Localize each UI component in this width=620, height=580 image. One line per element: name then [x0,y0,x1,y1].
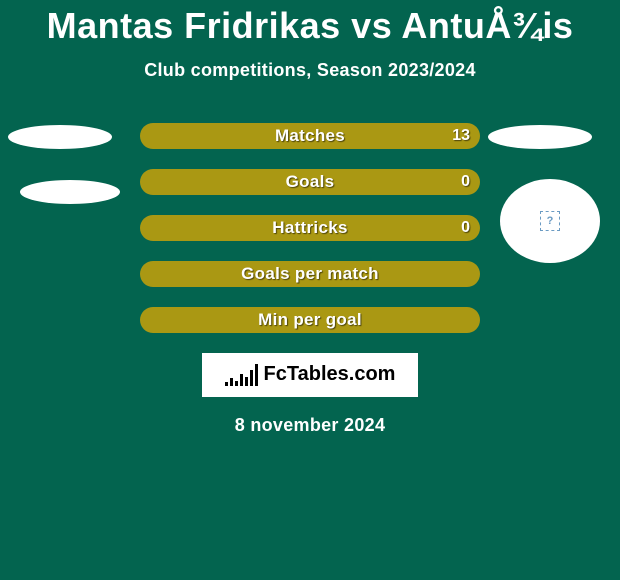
content-area: ? Matches 13 Goals 0 Hattricks 0 Goals per mat… [0,123,620,436]
stat-bar-label: Hattricks [272,218,347,238]
page-subtitle: Club competitions, Season 2023/2024 [0,60,620,81]
stat-bar-value: 0 [461,173,470,191]
stat-bar: Hattricks 0 [140,215,480,241]
stats-bars: Matches 13 Goals 0 Hattricks 0 Goals per match… [140,123,480,333]
stat-bar: Matches 13 [140,123,480,149]
stat-bar-label: Min per goal [258,310,362,330]
brand-text: FcTables.com [264,363,396,386]
page-title: Mantas Fridrikas vs AntuÅ¾is [0,6,620,46]
stat-bar: Goals 0 [140,169,480,195]
right-ellipse [488,125,592,149]
stat-bar: Min per goal [140,307,480,333]
left-ellipse-2 [20,180,120,204]
stat-bar-value: 0 [461,219,470,237]
stat-bar-value: 13 [452,127,470,145]
date-label: 8 november 2024 [0,415,620,436]
stat-bar: Goals per match [140,261,480,287]
stat-bar-label: Goals per match [241,264,379,284]
brand-logo-icon [225,364,258,386]
placeholder-icon: ? [540,211,560,231]
stat-bar-label: Goals [286,172,335,192]
left-ellipse-1 [8,125,112,149]
brand-badge[interactable]: FcTables.com [202,353,418,397]
right-circle: ? [500,179,600,263]
stat-bar-label: Matches [275,126,345,146]
